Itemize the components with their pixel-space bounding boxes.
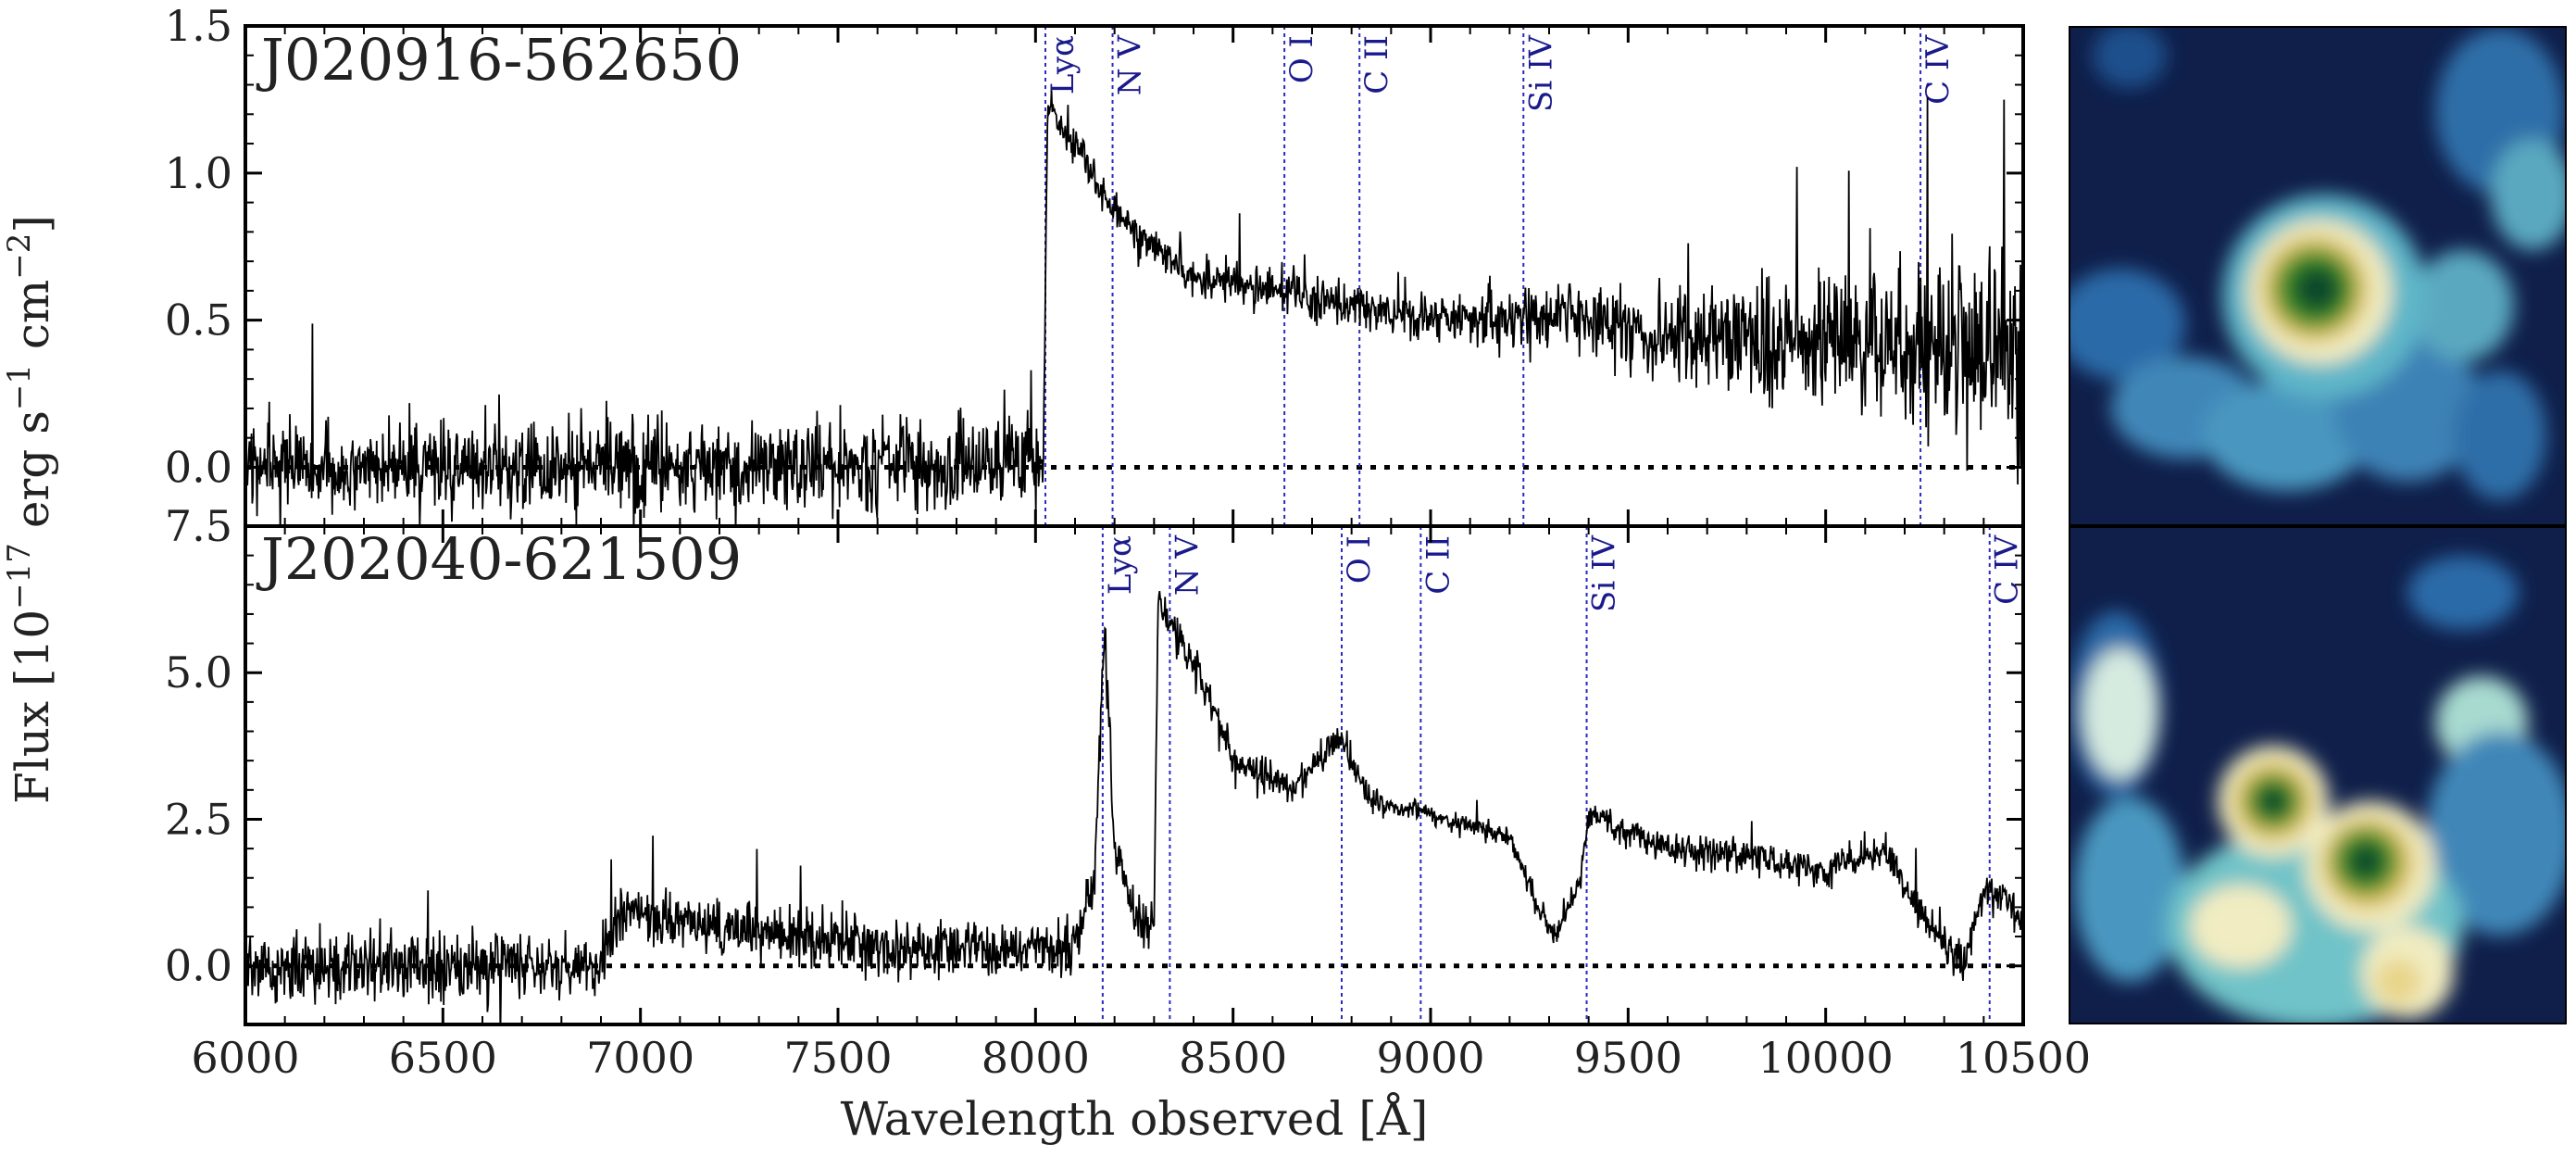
emission-line-label: O I <box>1283 35 1320 83</box>
x-tick-label: 9000 <box>1376 1033 1484 1083</box>
panel-frame-top <box>244 24 2025 528</box>
spectrum-panel-top: Lyα N V O I C II Si IV C IV 0.0 0.5 1.0 1.5 J020… <box>165 1 2025 528</box>
image-cutout-top <box>2069 26 2567 526</box>
y-axis-label: Flux [10−17 erg s−1 cm−2] <box>1 215 59 804</box>
emission-line-label: C IV <box>1989 534 2026 605</box>
spectrum-panel-bottom: Lyα N V O I C II Si IV C IV 0.0 2.5 5.0 7.5 6000… <box>165 501 2091 1083</box>
y-tick-label: 0.5 <box>165 295 232 346</box>
emission-line-markers-bottom: Lyα N V O I C II Si IV C IV <box>1101 526 2026 1024</box>
emission-line-label: C II <box>1358 35 1395 94</box>
x-tick-label: 8500 <box>1179 1033 1287 1083</box>
emission-line-markers-top: Lyα N V O I C II Si IV C IV <box>1044 26 1957 526</box>
spectrum-line-bottom <box>245 590 2023 1024</box>
emission-line-label: Lyα <box>1044 35 1082 94</box>
x-tick-label: 10500 <box>1956 1033 2091 1083</box>
y-tick-label: 7.5 <box>165 501 232 551</box>
y-tick-label: 2.5 <box>165 794 232 844</box>
emission-line-label: C IV <box>1919 34 1957 105</box>
x-tick-label: 8000 <box>982 1033 1090 1083</box>
x-tick-label: 7000 <box>586 1033 694 1083</box>
y-tick-label: 1.0 <box>165 148 232 198</box>
y-ticks-bottom: 0.0 2.5 5.0 7.5 <box>165 501 2023 991</box>
emission-line-label: N V <box>1169 534 1206 597</box>
object-name-bottom: J202040-621509 <box>256 525 742 593</box>
emission-line-label: C II <box>1419 535 1457 595</box>
y-tick-label: 0.0 <box>165 941 232 991</box>
y-tick-label: 1.5 <box>165 1 232 51</box>
x-ticks-bottom: 6000 6500 7000 7500 8000 8500 9000 9500 10000 105… <box>191 526 2091 1083</box>
x-ticks-top <box>244 26 2025 526</box>
emission-line-label: Si IV <box>1522 34 1559 112</box>
emission-line-label: O I <box>1341 535 1378 584</box>
emission-line-label: N V <box>1112 34 1149 96</box>
x-tick-label: 9500 <box>1574 1033 1682 1083</box>
emission-line-label: Si IV <box>1586 534 1623 612</box>
x-tick-label: 10000 <box>1757 1033 1893 1083</box>
emission-line-label: Lyα <box>1102 535 1139 595</box>
x-tick-label: 6000 <box>191 1033 299 1083</box>
spectrum-line-top <box>245 90 2023 526</box>
x-tick-label: 6500 <box>389 1033 497 1083</box>
x-tick-label: 7500 <box>783 1033 892 1083</box>
x-axis-label: Wavelength observed [Å] <box>841 1091 1429 1146</box>
y-tick-label: 5.0 <box>165 647 232 697</box>
object-name-top: J020916-562650 <box>256 26 742 94</box>
panel-frame-bottom <box>244 524 2025 1026</box>
y-tick-label: 0.0 <box>165 442 232 492</box>
image-cutout-bottom <box>2069 526 2567 1024</box>
